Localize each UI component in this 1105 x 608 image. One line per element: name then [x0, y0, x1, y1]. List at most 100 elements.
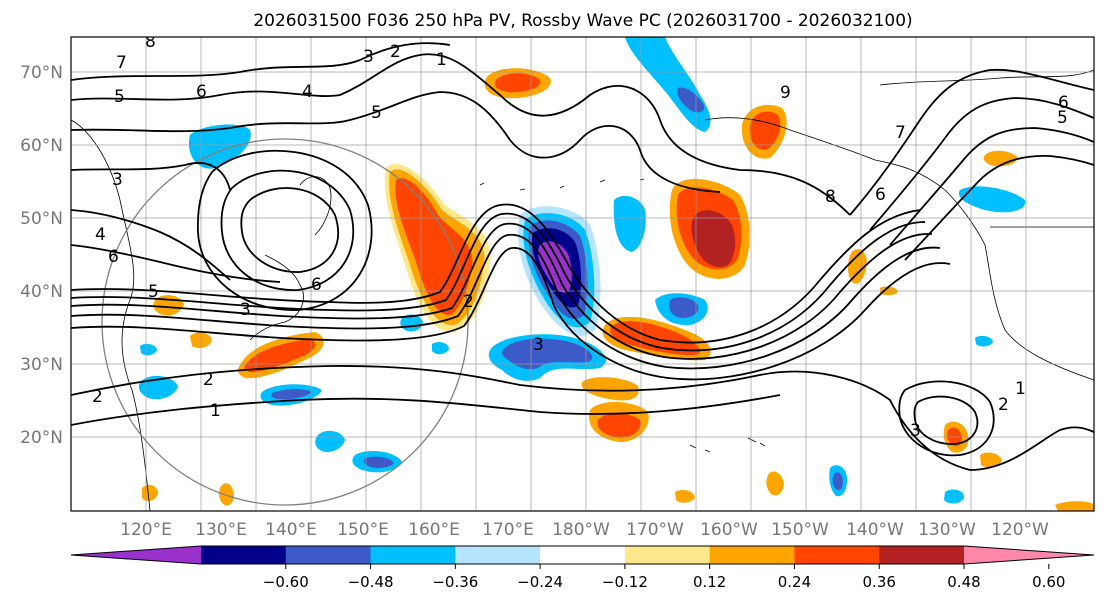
contour-label: 3 [910, 421, 921, 441]
contour-label: 7 [895, 123, 906, 143]
colorbar-tick-label: 0.24 [778, 573, 811, 591]
coastline-north-america [944, 189, 1094, 381]
contour-label: 9 [780, 83, 791, 103]
colorbar-tick-label: −0.60 [263, 573, 309, 591]
pv-contour [220, 169, 355, 291]
colorbar-extend-high [964, 546, 1094, 564]
coastline-east-asia [71, 119, 151, 511]
anomaly-negative [958, 186, 1026, 213]
pv-contour [71, 42, 451, 81]
colorbar-tick-label: 0.12 [693, 573, 726, 591]
anomaly-negative [140, 343, 157, 356]
anomaly-positive [219, 483, 234, 506]
contour-label: 1 [210, 401, 221, 421]
pv-contours [71, 42, 1094, 471]
colorbar-tick-label: −0.12 [602, 573, 648, 591]
lon-label: 180°W [552, 520, 610, 540]
lon-label: 160°W [700, 520, 758, 540]
colorbar-segment [370, 546, 456, 564]
anomaly-negative [975, 335, 993, 347]
colorbar-segment [794, 546, 880, 564]
lon-label: 170°W [626, 520, 684, 540]
lon-label: 150°E [337, 520, 389, 540]
anomaly-positive [581, 377, 639, 401]
contour-label: 4 [302, 82, 313, 102]
lon-label: 130°E [195, 520, 247, 540]
contour-label: 1 [436, 50, 447, 70]
colorbar-outline [70, 545, 1095, 565]
hawaii-islands [689, 437, 766, 453]
colorbar-extend-low [71, 546, 201, 564]
coastline-alaska [704, 117, 946, 191]
pv-contour [889, 127, 1094, 246]
pv-contour [71, 394, 781, 426]
contour-label: 8 [145, 32, 156, 52]
lat-label: 30°N [20, 355, 63, 375]
contour-label: 1 [1015, 379, 1026, 399]
anomaly-negative [363, 456, 394, 468]
contour-label: 5 [371, 103, 382, 123]
lon-label: 170°E [482, 520, 534, 540]
map-title: 2026031500 F036 250 hPa PV, Rossby Wave … [253, 11, 912, 31]
pv-contour [71, 53, 851, 216]
colorbar-tick-label: −0.24 [517, 573, 563, 591]
lon-label: 160°E [408, 520, 460, 540]
pv-contour [71, 162, 231, 191]
anomaly-negative [613, 195, 646, 252]
anomaly-positive [749, 111, 781, 150]
lat-label: 70°N [20, 63, 63, 83]
pv-contour [71, 203, 921, 344]
contour-label: 8 [825, 187, 836, 207]
contour-label: 2 [390, 42, 401, 62]
contour-label: 3 [240, 300, 251, 320]
lat-label: 40°N [20, 282, 63, 302]
map-frame [70, 36, 1095, 512]
contour-label: 6 [196, 82, 207, 102]
lon-label: 140°W [846, 520, 904, 540]
contour-label: 4 [95, 225, 106, 245]
anomaly-negative [315, 430, 345, 452]
contour-label: 5 [114, 87, 125, 107]
colorbar-tick-label: 0.36 [863, 573, 896, 591]
pv-contour [71, 212, 926, 352]
anomaly-negative [944, 489, 965, 504]
pv-contour [71, 209, 231, 281]
anomaly-positive [494, 73, 541, 93]
longitude-labels: 120°E 130°E 140°E 150°E 160°E 170°E 180°… [120, 520, 1049, 540]
contour-label: 2 [92, 387, 103, 407]
anomaly-positive [691, 210, 736, 267]
contour-label: 5 [148, 282, 159, 302]
contour-labels: 8 7 6 5 5 4 6 5 6 3 2 1 2 3 8 6 9 7 5 6 … [92, 32, 1069, 441]
contour-label: 3 [533, 335, 544, 355]
anomaly-positive [1055, 501, 1094, 511]
lon-label: 150°W [771, 520, 829, 540]
anomaly-negative [669, 297, 699, 318]
coastlines [71, 69, 1094, 511]
contour-label: 3 [112, 170, 123, 190]
colorbar-segment [709, 546, 795, 564]
contour-label: 6 [875, 185, 886, 205]
colorbar-tick-label: −0.48 [348, 573, 394, 591]
colorbar-segment [285, 546, 372, 564]
anomaly-negative [677, 87, 705, 113]
anomaly-negative [502, 338, 593, 370]
pv-contour [71, 233, 941, 370]
anomaly-positive [395, 178, 473, 316]
colorbar-tick-label: 0.60 [1032, 573, 1065, 591]
contour-label: 2 [998, 395, 1009, 415]
contour-label: 3 [363, 47, 374, 67]
pv-contour [71, 91, 721, 193]
anomaly-negative [271, 389, 312, 400]
anomaly-negative [832, 472, 843, 490]
anomaly-positive [597, 413, 641, 438]
pv-contour [898, 380, 995, 457]
contour-label: 2 [203, 370, 214, 390]
anomaly-positive [766, 471, 784, 496]
pv-contour [71, 244, 281, 283]
anomaly-positive [675, 490, 695, 503]
contour-label: 6 [311, 275, 322, 295]
pv-contour [904, 154, 1094, 261]
coastline-japan [249, 254, 304, 341]
lon-label: 140°E [265, 520, 317, 540]
